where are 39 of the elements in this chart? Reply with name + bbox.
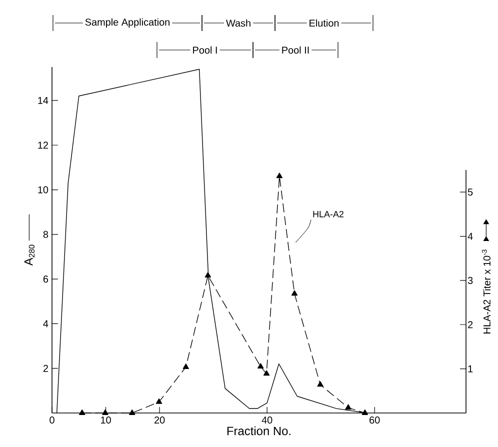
point — [263, 370, 270, 376]
x-tick-label: 40 — [262, 416, 272, 424]
x-tick-label: 20 — [154, 416, 165, 424]
point — [79, 409, 86, 415]
y2-axis-title: HLA-A2 Titer x 10$^{-3}$ — [482, 250, 490, 334]
point — [204, 272, 212, 278]
y2-tick-label: 2 — [468, 321, 473, 328]
y-tick-label: 8 — [43, 230, 48, 238]
text: Elution — [310, 19, 339, 27]
x-tick-label: 60 — [370, 416, 380, 424]
y-tick-label: 2 — [43, 364, 48, 372]
text: Sample Application — [85, 18, 170, 28]
point — [182, 364, 189, 369]
text: HLA-A2 — [313, 210, 344, 218]
point — [102, 409, 108, 415]
point — [291, 290, 298, 296]
point — [156, 398, 162, 404]
y-tick-label: 4 — [43, 320, 48, 328]
point — [258, 363, 264, 369]
y2-tick-label: 5 — [468, 188, 473, 196]
point — [129, 409, 136, 415]
y-axis-title: A$_{280}$ — [24, 244, 35, 266]
y2-tick-label: 4 — [468, 232, 473, 240]
text: Wash — [226, 19, 250, 27]
y-tick-label: 10 — [38, 186, 48, 194]
x-tick-label: 10 — [100, 416, 111, 424]
text: Pool II — [282, 46, 309, 54]
x-axis-title: Fraction No. — [227, 426, 290, 436]
point — [276, 172, 283, 178]
y2-tick-label: 3 — [468, 276, 473, 284]
text: Pool I — [193, 46, 217, 54]
y-tick-label: 6 — [43, 276, 48, 283]
point — [345, 404, 352, 410]
x-tick-label: 0 — [50, 416, 54, 424]
point — [362, 409, 368, 415]
y2-tick-label: 1 — [468, 365, 473, 372]
point — [317, 381, 324, 387]
y-tick-label: 14 — [38, 97, 48, 104]
y-tick-label: 12 — [38, 142, 48, 149]
